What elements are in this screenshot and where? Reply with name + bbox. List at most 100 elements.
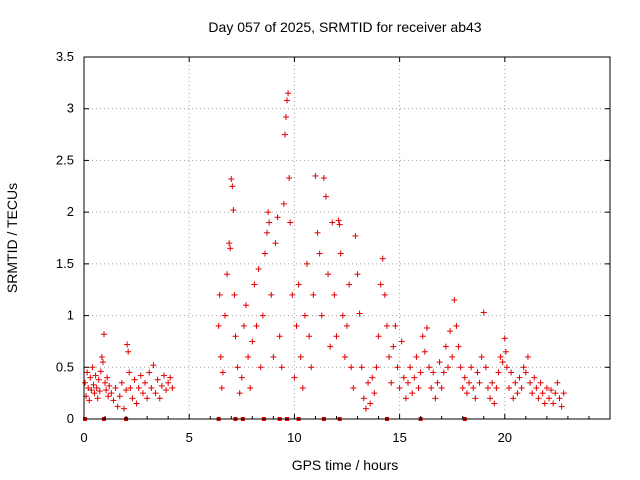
data-point xyxy=(230,207,237,214)
data-point xyxy=(329,219,336,226)
data-point xyxy=(133,400,140,407)
data-point xyxy=(440,369,447,376)
data-point xyxy=(146,369,153,376)
data-point xyxy=(413,353,420,360)
data-point xyxy=(312,172,319,179)
y-axis-label: SRMTID / TECUs xyxy=(4,183,20,293)
data-point xyxy=(524,353,531,360)
x-axis-label: GPS time / hours xyxy=(292,457,399,473)
data-point xyxy=(100,331,107,338)
data-point xyxy=(89,364,96,371)
data-point xyxy=(405,379,412,386)
data-point xyxy=(226,240,233,247)
data-point xyxy=(286,175,293,182)
data-point xyxy=(466,379,473,386)
data-point xyxy=(400,374,407,381)
data-point xyxy=(331,291,338,298)
data-point xyxy=(344,322,350,329)
data-point xyxy=(270,353,277,360)
data-point xyxy=(352,232,359,239)
data-point xyxy=(455,343,462,350)
data-point xyxy=(339,312,346,319)
data-point xyxy=(442,343,449,350)
y-tick-label: 2 xyxy=(67,204,74,219)
data-point xyxy=(350,384,357,391)
data-point xyxy=(491,400,498,407)
y-tick-label: 1 xyxy=(67,308,74,323)
data-point xyxy=(341,353,348,360)
data-point xyxy=(135,384,142,391)
data-point xyxy=(105,393,112,400)
data-point xyxy=(144,395,151,402)
data-point xyxy=(409,390,416,397)
data-point xyxy=(274,214,281,221)
x-tick-label: 20 xyxy=(498,430,512,445)
axis-ticks xyxy=(83,56,610,420)
data-point xyxy=(417,369,424,376)
data-point xyxy=(218,384,225,391)
data-point xyxy=(560,390,567,397)
data-point xyxy=(369,374,376,381)
data-point xyxy=(554,379,561,386)
data-point xyxy=(125,348,132,355)
data-point xyxy=(137,372,144,379)
data-point xyxy=(287,219,294,226)
data-point xyxy=(268,291,275,298)
data-point xyxy=(484,384,491,391)
data-point xyxy=(278,364,285,371)
data-point xyxy=(335,217,342,224)
data-point xyxy=(94,395,101,402)
y-tick-label: 3 xyxy=(67,101,74,116)
data-point xyxy=(215,322,222,329)
data-point xyxy=(276,333,283,340)
data-point xyxy=(381,291,388,298)
data-point xyxy=(360,395,367,402)
data-point xyxy=(461,374,468,381)
data-point xyxy=(265,209,272,216)
data-point xyxy=(229,183,236,190)
data-point xyxy=(518,384,525,391)
data-point xyxy=(336,221,343,228)
data-point xyxy=(550,400,557,407)
data-point xyxy=(316,250,323,257)
data-point xyxy=(219,369,226,376)
data-point xyxy=(457,364,464,371)
data-point xyxy=(415,384,422,391)
data-point xyxy=(394,364,401,371)
data-point xyxy=(91,390,98,397)
data-point xyxy=(96,388,103,395)
data-point xyxy=(375,333,382,340)
data-point xyxy=(502,348,509,355)
data-point xyxy=(333,333,340,340)
data-point xyxy=(293,322,300,329)
y-axis-tick-labels: 0 0.5 1 1.5 2 2.5 3 3.5 xyxy=(56,49,74,426)
data-point xyxy=(259,312,266,319)
data-point xyxy=(503,364,510,371)
data-point xyxy=(419,333,426,340)
data-point xyxy=(95,376,102,383)
data-point xyxy=(281,131,288,138)
data-point xyxy=(124,341,131,348)
data-point xyxy=(489,379,496,386)
data-point xyxy=(158,382,165,389)
data-point xyxy=(87,374,94,381)
data-point xyxy=(243,302,250,309)
data-point xyxy=(398,338,405,345)
data-point xyxy=(453,322,460,329)
data-point xyxy=(367,400,374,407)
data-point xyxy=(97,368,104,375)
data-point xyxy=(327,343,334,350)
data-point xyxy=(468,364,475,371)
data-point xyxy=(476,379,483,386)
data-point xyxy=(407,364,414,371)
x-tick-label: 5 xyxy=(186,430,193,445)
data-point xyxy=(84,369,91,376)
data-point xyxy=(295,281,302,288)
data-point xyxy=(506,384,513,391)
data-point xyxy=(358,364,365,371)
data-point xyxy=(348,364,355,371)
data-point xyxy=(362,405,369,412)
data-point xyxy=(499,359,506,366)
data-point xyxy=(126,369,133,376)
data-point xyxy=(379,255,386,262)
